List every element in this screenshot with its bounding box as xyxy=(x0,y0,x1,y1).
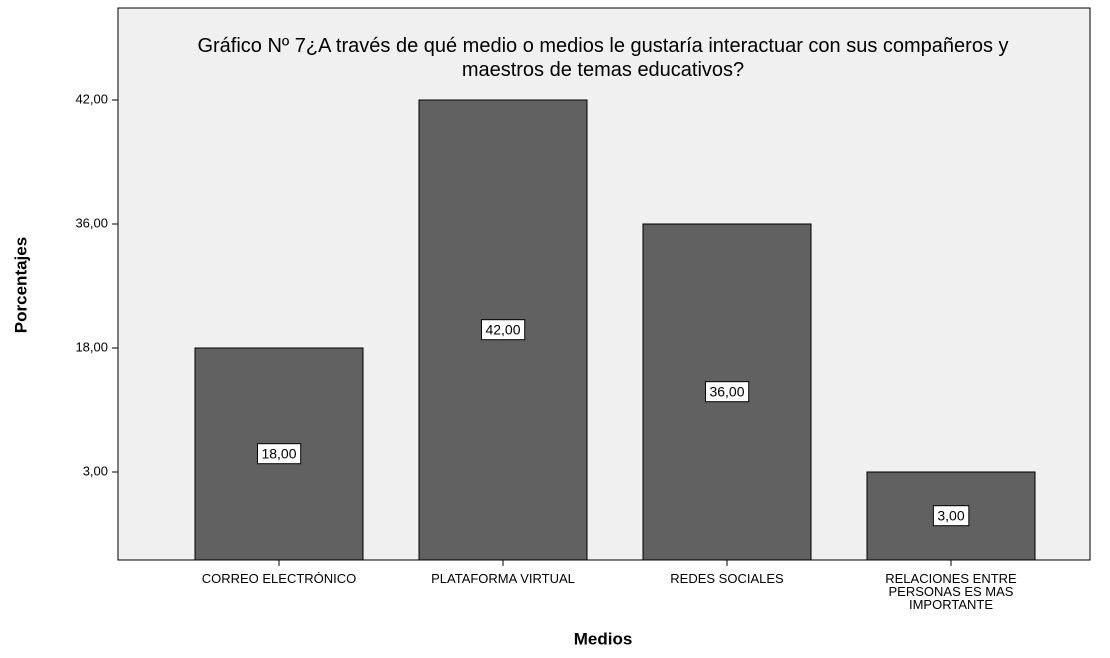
x-tick-label: REDES SOCIALES xyxy=(670,572,784,586)
title-box: Gráfico Nº 7¿A través de qué medio o med… xyxy=(197,35,1009,81)
y-tick-label: 3,00 xyxy=(83,463,108,478)
y-tick-label: 36,00 xyxy=(75,215,108,230)
y-axis-label: Porcentajes xyxy=(11,237,30,333)
value-label: 42,00 xyxy=(485,322,520,338)
x-tick-label-box: PLATAFORMA VIRTUAL xyxy=(431,572,575,586)
x-tick-label: PLATAFORMA VIRTUAL xyxy=(431,572,575,586)
y-tick-label: 18,00 xyxy=(75,339,108,354)
value-label-box xyxy=(932,505,970,527)
x-tick-label-box: CORREO ELECTRÓNICO xyxy=(201,572,357,586)
value-label: 3,00 xyxy=(937,508,964,524)
value-label-box xyxy=(480,319,526,341)
x-tick-label: RELACIONES ENTRE PERSONAS ES MAS IMPORTA… xyxy=(885,572,1017,612)
chart-title: Gráfico Nº 7¿A través de qué medio o med… xyxy=(197,35,1009,81)
value-label-box xyxy=(256,443,302,465)
value-label: 36,00 xyxy=(709,384,744,400)
value-label-box xyxy=(704,381,750,403)
value-label: 18,00 xyxy=(261,446,296,462)
x-tick-label: CORREO ELECTRÓNICO xyxy=(201,572,357,586)
y-tick-label: 42,00 xyxy=(75,91,108,106)
x-tick-label-box: REDES SOCIALES xyxy=(670,572,784,586)
x-tick-label-box: RELACIONES ENTRE PERSONAS ES MAS IMPORTA… xyxy=(885,572,1017,612)
x-axis-label: Medios xyxy=(574,629,633,648)
